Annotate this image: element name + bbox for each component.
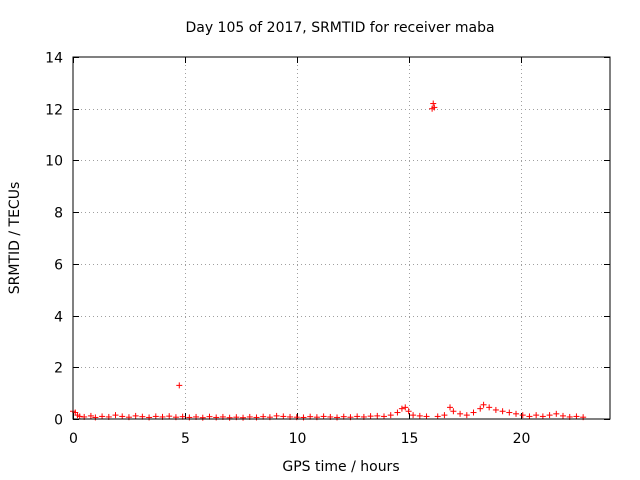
y-tick-label-7: 14: [45, 51, 63, 67]
data-point-0-52: [394, 409, 401, 416]
data-point-0-81: [553, 410, 560, 417]
data-point-0-31: [253, 414, 260, 421]
data-point-0-46: [354, 413, 361, 420]
data-point-0-19: [176, 382, 183, 389]
chart-title: Day 105 of 2017, SRMTID for receiver mab…: [185, 20, 494, 36]
y-tick-label-4: 8: [54, 206, 63, 222]
data-point-0-76: [519, 412, 526, 419]
plot-frame: [72, 56, 611, 420]
data-point-0-78: [533, 412, 540, 419]
data-point-0-34: [273, 412, 280, 419]
data-point-0-43: [334, 414, 341, 421]
data-point-0-79: [539, 413, 546, 420]
data-point-0-60: [430, 100, 437, 107]
x-axis-label: GPS time / hours: [282, 459, 399, 475]
data-point-0-5: [87, 412, 94, 419]
data-point-0-54: [402, 404, 409, 411]
data-point-0-61: [431, 104, 438, 111]
data-point-0-25: [213, 414, 220, 421]
data-point-0-65: [450, 408, 457, 415]
data-point-0-80: [546, 412, 553, 419]
data-point-0-56: [410, 412, 417, 419]
y-tick-label-0: 0: [54, 413, 63, 429]
data-point-0-49: [374, 412, 381, 419]
points-layer: [70, 100, 587, 421]
data-point-0-6: [92, 414, 99, 421]
data-point-0-74: [506, 409, 513, 416]
data-point-0-75: [513, 410, 520, 417]
tick-layer: 0 5 10 15 20 0 2 4 6 8 10 12 14: [45, 51, 610, 447]
data-point-0-29: [240, 414, 247, 421]
data-point-0-71: [486, 404, 493, 411]
data-point-0-58: [423, 413, 430, 420]
x-tick-label-4: 20: [513, 431, 531, 447]
data-point-0-41: [320, 413, 327, 420]
data-point-0-12: [132, 412, 139, 419]
data-point-0-51: [387, 412, 394, 419]
data-point-0-23: [199, 414, 206, 421]
data-point-0-27: [226, 414, 233, 421]
data-point-0-15: [152, 413, 159, 420]
data-point-0-17: [166, 413, 173, 420]
data-point-0-3: [76, 413, 83, 420]
data-point-0-50: [381, 413, 388, 420]
data-point-0-48: [367, 413, 374, 420]
x-tick-label-1: 5: [181, 431, 190, 447]
y-tick-label-6: 12: [45, 103, 63, 119]
y-tick-label-3: 6: [54, 258, 63, 274]
grid-layer: [73, 57, 610, 419]
x-tick-label-0: 0: [69, 431, 78, 447]
data-point-0-73: [499, 408, 506, 415]
data-point-0-63: [441, 412, 448, 419]
data-point-0-70: [480, 401, 487, 408]
data-point-0-21: [186, 414, 193, 421]
y-tick-label-5: 10: [45, 154, 63, 170]
data-point-0-55: [405, 408, 412, 415]
data-point-0-10: [119, 413, 126, 420]
data-point-0-67: [463, 412, 470, 419]
data-point-0-14: [146, 414, 153, 421]
x-tick-label-2: 10: [289, 431, 307, 447]
y-axis-label: SRMTID / TECUs: [7, 182, 23, 295]
data-point-0-64: [447, 404, 454, 411]
y-tick-label-2: 4: [54, 310, 63, 326]
data-point-0-69: [477, 405, 484, 412]
data-point-0-84: [573, 413, 580, 420]
data-point-0-38: [300, 414, 307, 421]
data-point-0-77: [526, 413, 533, 420]
data-point-0-53: [398, 405, 405, 412]
data-point-0-7: [99, 413, 106, 420]
data-point-0-82: [560, 412, 567, 419]
x-tick-label-3: 15: [401, 431, 419, 447]
data-point-0-72: [492, 406, 499, 413]
data-point-0-57: [416, 412, 423, 419]
data-point-0-62: [434, 413, 441, 420]
y-tick-label-1: 2: [54, 361, 63, 377]
data-point-0-68: [470, 409, 477, 416]
data-point-0-9: [112, 412, 119, 419]
data-point-0-66: [457, 410, 464, 417]
data-point-0-35: [280, 413, 287, 420]
